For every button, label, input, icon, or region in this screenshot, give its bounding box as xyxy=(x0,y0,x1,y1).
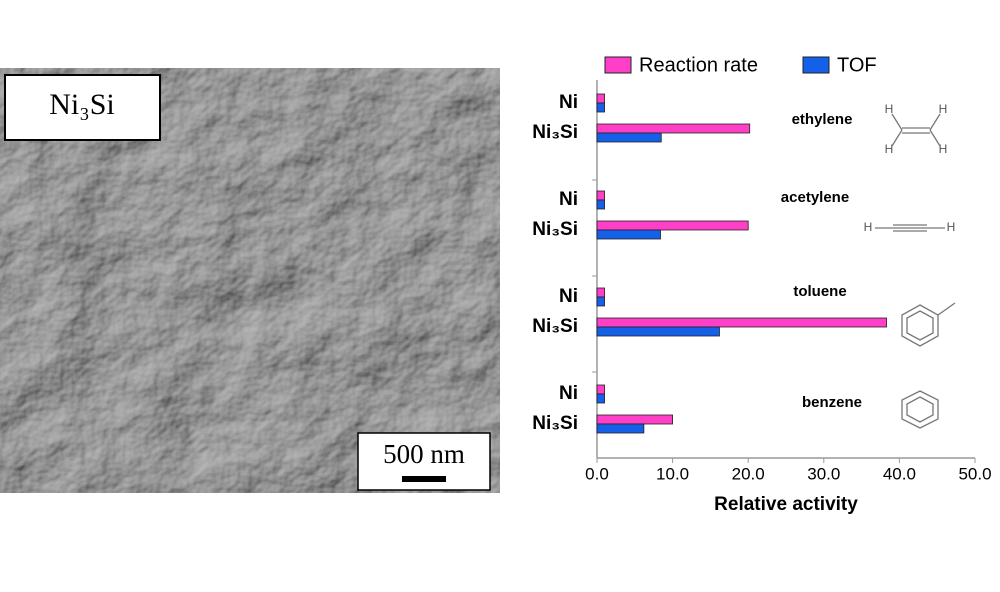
x-tick-label: 0.0 xyxy=(585,464,609,483)
bar xyxy=(596,423,645,434)
group-label: acetylene xyxy=(781,189,849,206)
legend-swatch xyxy=(604,56,632,74)
atom-label: H xyxy=(939,102,948,116)
bar xyxy=(596,317,887,328)
bar xyxy=(596,326,720,337)
category-label: Ni₃Si xyxy=(532,219,578,240)
x-tick-label: 50.0 xyxy=(958,464,991,483)
bar xyxy=(596,123,751,134)
atom-label: H xyxy=(885,142,894,156)
category-label: Ni xyxy=(559,383,578,404)
ethylene-structure xyxy=(891,113,941,147)
bar xyxy=(596,384,605,395)
atom-label: H xyxy=(885,102,894,116)
bar xyxy=(596,93,605,104)
bar xyxy=(596,393,605,404)
bar xyxy=(596,190,605,201)
category-label: Ni xyxy=(559,92,578,113)
category-label: Ni xyxy=(559,286,578,307)
acetylene-structure xyxy=(875,224,945,232)
category-label: Ni₃Si xyxy=(532,413,578,434)
x-axis-label: Relative activity xyxy=(714,494,858,515)
category-label: Ni₃Si xyxy=(532,316,578,337)
x-tick-label: 30.0 xyxy=(807,464,840,483)
x-tick-label: 40.0 xyxy=(883,464,916,483)
sample-label: Ni₃Si xyxy=(49,88,114,121)
scale-label: 500 nm xyxy=(383,439,465,469)
benzene-structure xyxy=(901,390,939,429)
atom-label: H xyxy=(947,220,956,234)
scale-bar xyxy=(402,476,446,482)
bar xyxy=(596,296,605,307)
x-tick-label: 10.0 xyxy=(656,464,689,483)
x-tick-label: 20.0 xyxy=(732,464,765,483)
bar xyxy=(596,220,749,231)
atom-label: H xyxy=(939,142,948,156)
bar xyxy=(596,287,605,298)
group-label: ethylene xyxy=(792,111,853,128)
atom-label: H xyxy=(864,220,873,234)
group-label: benzene xyxy=(802,394,862,411)
molecules xyxy=(875,113,956,429)
bar xyxy=(596,199,605,210)
bar xyxy=(596,132,662,143)
legend-label: TOF xyxy=(837,54,877,76)
bar xyxy=(596,229,661,240)
category-label: Ni xyxy=(559,189,578,210)
toluene-structure xyxy=(901,302,956,347)
group-label: toluene xyxy=(793,283,846,300)
label-box xyxy=(4,74,161,141)
legend-label: Reaction rate xyxy=(639,54,758,76)
sem-image: Ni₃Si 500 nm xyxy=(0,68,500,493)
bar xyxy=(596,102,605,113)
bar xyxy=(596,414,673,425)
chart: H H H H H H 0.0 10.0 20.0 30.0 40.0 50.0 Relative ac… xyxy=(532,54,991,515)
category-label: Ni₃Si xyxy=(532,122,578,143)
legend-swatch xyxy=(802,56,830,74)
